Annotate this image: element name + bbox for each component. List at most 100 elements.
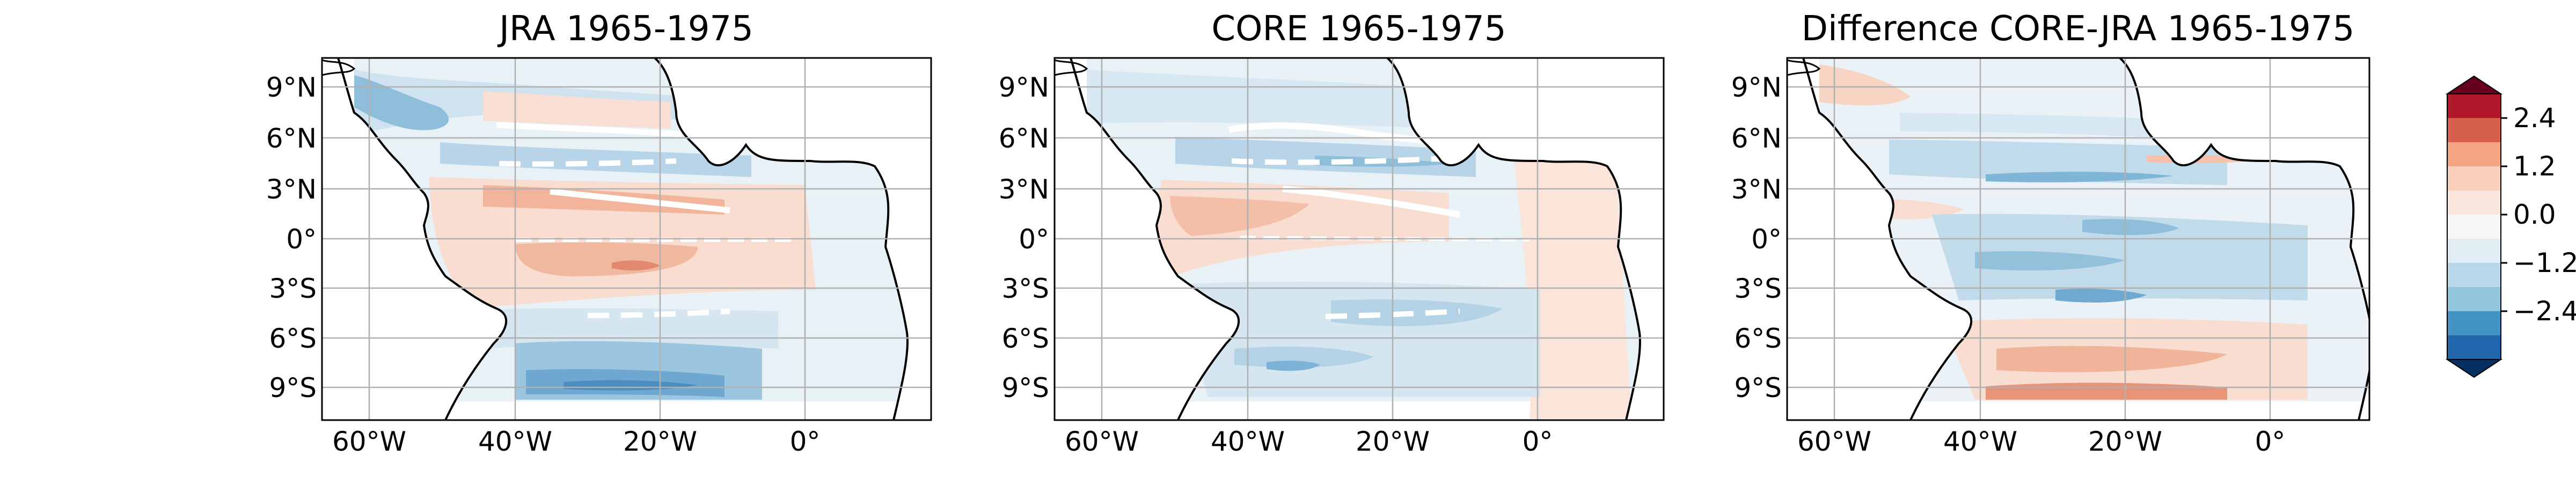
land-africa-diff [1787, 58, 2369, 420]
lat-label: 0° [1751, 224, 1782, 255]
colorbar-tick-label: 1.2 [2513, 151, 2556, 182]
colorbar-labels: 2.4 1.2 0.0 −1.2 −2.4 [2513, 102, 2576, 327]
lat-label: 0° [1019, 224, 1049, 255]
coastline-nw-diff [1787, 59, 1821, 76]
panel-diff: Difference CORE-JRA 1965-1975 [1731, 9, 2370, 457]
white-contour-core-3 [1282, 186, 1461, 218]
lat-label: 3°N [999, 174, 1049, 205]
lat-label: 9°S [269, 372, 317, 403]
lon-label: 0° [790, 426, 821, 457]
lat-label: 6°N [999, 123, 1049, 154]
colorbar-tick-label: 2.4 [2513, 102, 2556, 134]
field-jra-band-blue [440, 142, 751, 177]
lat-labels-core: 9°N 6°N 3°N 0° 3°S 6°S 9°S [999, 72, 1049, 403]
colorbar-bin [2447, 215, 2501, 239]
lon-label: 60°W [332, 426, 406, 457]
coastline-southamerica-jra [337, 58, 508, 420]
field-diff-south-orange [1996, 346, 2227, 372]
field-diff-mid-dark [2082, 219, 2179, 236]
lat-label: 6°S [1001, 323, 1049, 354]
map-area-diff [1787, 58, 2369, 420]
colorbar-bin [2447, 287, 2501, 311]
map-area-core [1055, 58, 1664, 420]
white-contour-jra-2 [499, 158, 677, 167]
lon-label: 0° [1523, 426, 1553, 457]
colorbar-bin [2447, 142, 2501, 166]
lat-label: 6°S [1734, 323, 1782, 354]
colorbar-bin [2447, 94, 2501, 118]
field-jra-nw-blue [354, 75, 449, 130]
colorbar: 2.4 1.2 0.0 −1.2 −2.4 [2445, 75, 2576, 378]
colorbar-ticks [2501, 117, 2507, 312]
lon-label: 60°W [1065, 426, 1139, 457]
lat-label: 6°S [269, 323, 317, 354]
lat-labels-jra: 9°N 6°N 3°N 0° 3°S 6°S 9°S [266, 72, 317, 403]
land-africa-core [1055, 58, 1664, 420]
lat-label: 6°N [266, 123, 317, 154]
gridlines-diff [1787, 58, 2369, 420]
colorbar-bottom-extend [2445, 359, 2503, 378]
lat-labels-diff: 9°N 6°N 3°N 0° 3°S 6°S 9°S [1731, 72, 1782, 403]
field-diff-band-dark [1986, 172, 2174, 182]
field-diff-spot-dark [2055, 289, 2147, 303]
panel-title-core: CORE 1965-1975 [1211, 9, 1506, 49]
lon-label: 40°W [1943, 426, 2017, 457]
lon-label: 40°W [478, 426, 552, 457]
lat-label: 6°N [1731, 123, 1782, 154]
lat-label: 9°N [1731, 72, 1782, 103]
field-core-south-light [1181, 281, 1540, 397]
map-area-jra [322, 58, 931, 420]
gridlines-jra [322, 58, 931, 420]
lon-label: 20°W [2088, 426, 2162, 457]
lon-label: 0° [2255, 426, 2286, 457]
land-africa-jra [322, 58, 931, 420]
field-core-north-light [1087, 70, 1449, 129]
colorbar-bin [2447, 263, 2501, 287]
colorbar-bin [2447, 190, 2501, 215]
panel-jra: JRA 1965-1975 [266, 9, 932, 457]
panel-title-diff: Difference CORE-JRA 1965-1975 [1802, 9, 2355, 49]
lon-labels-diff: 60°W 40°W 20°W 0° [1797, 426, 2285, 457]
field-diff-mid-blue [1932, 214, 2308, 300]
lat-label: 9°N [266, 72, 317, 103]
lat-label: 3°S [1734, 273, 1782, 304]
colorbar-frame [2447, 93, 2501, 360]
colorbar-bin [2447, 311, 2501, 335]
lat-label: 3°S [1001, 273, 1049, 304]
lon-labels-core: 60°W 40°W 20°W 0° [1065, 426, 1553, 457]
coastline-africa-diff [2119, 58, 2369, 420]
colorbar-bin [2447, 118, 2501, 142]
map-frame-jra [321, 57, 932, 421]
lon-label: 20°W [623, 426, 697, 457]
field-jra-spot [612, 260, 660, 271]
lat-label: 9°S [1734, 372, 1782, 403]
map-frame-core [1053, 57, 1665, 421]
colorbar-bin [2447, 335, 2501, 359]
panel-title-jra: JRA 1965-1975 [497, 9, 753, 49]
colorbar-tick-label: −1.2 [2513, 247, 2576, 278]
lat-label: 3°N [266, 174, 317, 205]
panel-core: CORE 1965-1975 [999, 9, 1665, 457]
colorbar-tick-label: 0.0 [2513, 199, 2556, 230]
white-contour-core-2 [1231, 156, 1450, 165]
coastline-southamerica-diff [1802, 58, 1973, 420]
white-contour-jra-3 [550, 188, 730, 214]
field-core-south-blue [1331, 299, 1503, 326]
lat-label: 3°S [269, 273, 317, 304]
colorbar-bin [2447, 239, 2501, 263]
colorbar-tick-label: −2.4 [2513, 296, 2576, 327]
gridlines-core [1055, 58, 1664, 420]
lon-label: 40°W [1211, 426, 1285, 457]
coastline-nw-jra [322, 59, 356, 76]
field-jra-north-pink [483, 91, 671, 129]
field-core-eq-orange [1170, 196, 1309, 236]
coastline-africa-core [1386, 58, 1641, 420]
coastline-nw-core [1055, 59, 1088, 76]
coastline-africa-jra [654, 58, 909, 420]
field-core-sw-blue [1267, 361, 1320, 371]
lat-label: 0° [286, 224, 317, 255]
field-diff-south-orange2 [1986, 383, 2227, 400]
white-contour-jra-1 [496, 122, 682, 137]
colorbar-bin [2447, 166, 2501, 190]
